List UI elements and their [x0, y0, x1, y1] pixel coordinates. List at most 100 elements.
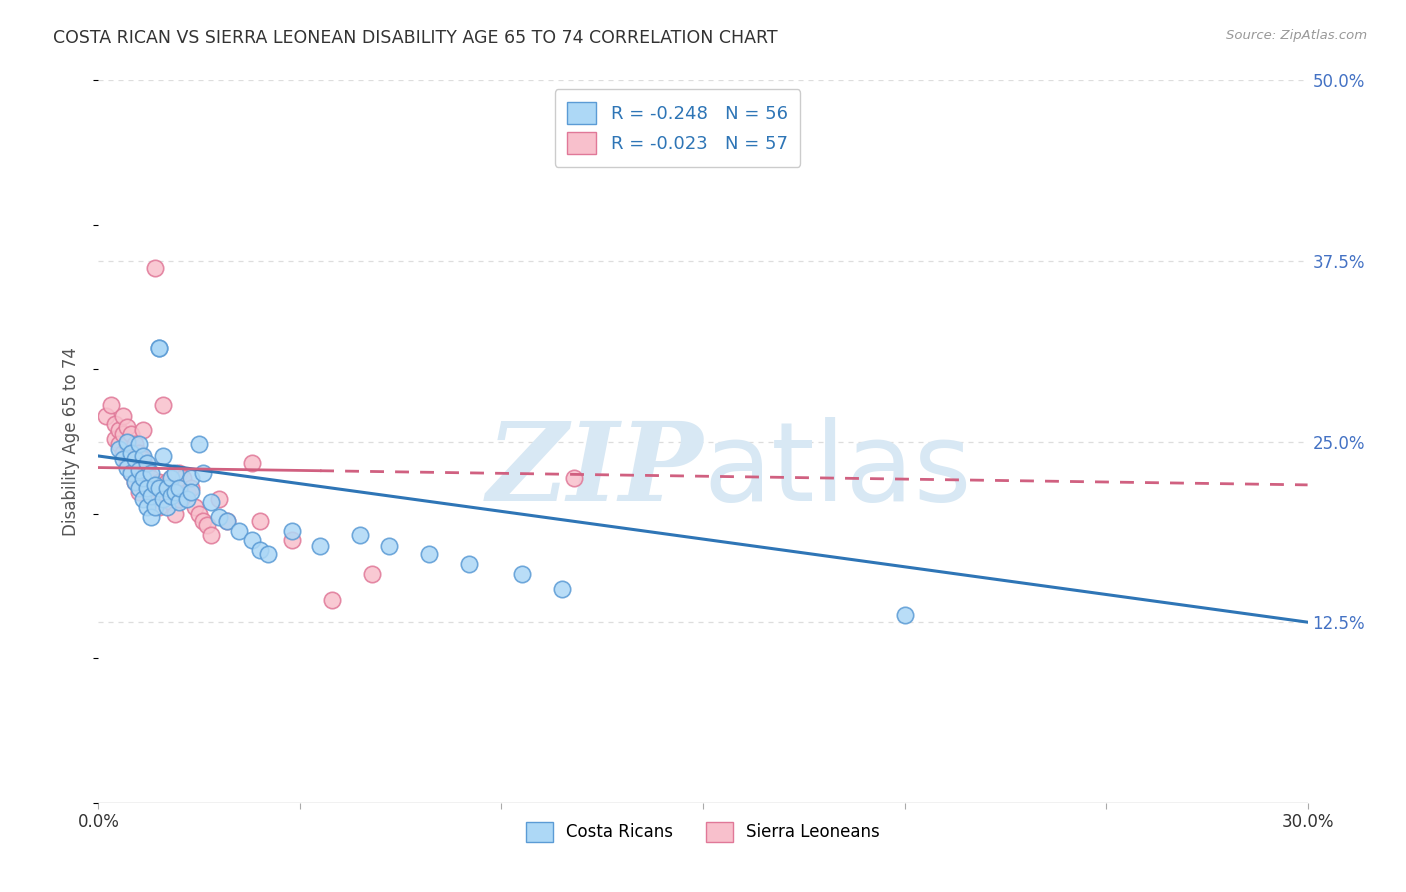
Point: [128, 467, 150, 481]
Point: [139, 492, 162, 507]
Point: [167, 481, 190, 495]
Point: [184, 500, 207, 514]
Point: [163, 467, 186, 481]
Point: [418, 547, 440, 561]
Point: [321, 593, 343, 607]
Point: [115, 460, 138, 475]
Point: [152, 485, 174, 500]
Point: [377, 539, 399, 553]
Point: [120, 446, 142, 460]
Point: [172, 470, 194, 484]
Point: [107, 442, 129, 456]
Text: atlas: atlas: [703, 417, 972, 524]
Point: [240, 533, 263, 547]
Point: [132, 492, 155, 507]
Point: [180, 485, 202, 500]
Point: [163, 485, 186, 500]
Text: Source: ZipAtlas.com: Source: ZipAtlas.com: [1226, 29, 1367, 43]
Point: [551, 582, 574, 596]
Point: [103, 432, 125, 446]
Point: [160, 495, 183, 509]
Point: [193, 467, 215, 481]
Point: [148, 341, 170, 355]
Point: [256, 547, 278, 561]
Point: [132, 451, 155, 466]
Point: [135, 460, 157, 475]
Point: [156, 481, 179, 495]
Point: [132, 449, 155, 463]
Point: [160, 470, 183, 484]
Point: [562, 470, 585, 484]
Point: [217, 514, 239, 528]
Point: [200, 495, 222, 509]
Point: [143, 481, 166, 495]
Point: [143, 261, 166, 276]
Point: [100, 398, 122, 412]
Point: [124, 475, 146, 489]
Point: [152, 492, 174, 507]
Point: [120, 446, 142, 460]
Point: [458, 558, 481, 572]
Point: [115, 434, 138, 449]
Point: [193, 514, 215, 528]
Point: [349, 528, 371, 542]
Point: [120, 467, 142, 481]
Point: [124, 437, 146, 451]
Point: [217, 514, 239, 528]
Point: [228, 524, 250, 538]
Point: [111, 409, 134, 423]
Point: [160, 490, 183, 504]
Point: [128, 481, 150, 495]
Point: [148, 475, 170, 489]
Point: [167, 467, 190, 481]
Point: [167, 492, 190, 507]
Point: [132, 470, 155, 484]
Point: [115, 456, 138, 470]
Legend: Costa Ricans, Sierra Leoneans: Costa Ricans, Sierra Leoneans: [519, 815, 887, 848]
Point: [96, 409, 118, 423]
Point: [135, 500, 157, 514]
Text: ZIP: ZIP: [486, 417, 703, 524]
Point: [128, 463, 150, 477]
Point: [135, 481, 157, 495]
Point: [361, 567, 384, 582]
Point: [152, 449, 174, 463]
Point: [156, 500, 179, 514]
Point: [128, 446, 150, 460]
Point: [120, 467, 142, 481]
Point: [111, 446, 134, 460]
Point: [180, 481, 202, 495]
Point: [180, 470, 202, 484]
Point: [111, 427, 134, 442]
Point: [128, 437, 150, 451]
Point: [176, 492, 198, 507]
Point: [115, 420, 138, 434]
Point: [281, 533, 304, 547]
Point: [124, 475, 146, 489]
Point: [139, 490, 162, 504]
Point: [172, 490, 194, 504]
Point: [139, 470, 162, 484]
Point: [167, 495, 190, 509]
Point: [148, 481, 170, 495]
Point: [135, 481, 157, 495]
Point: [249, 514, 271, 528]
Point: [135, 456, 157, 470]
Point: [143, 478, 166, 492]
Point: [143, 500, 166, 514]
Point: [139, 467, 162, 481]
Point: [139, 509, 162, 524]
Point: [132, 423, 155, 437]
Point: [208, 492, 231, 507]
Point: [240, 456, 263, 470]
Point: [893, 607, 915, 622]
Point: [309, 539, 332, 553]
Point: [148, 500, 170, 514]
Text: COSTA RICAN VS SIERRA LEONEAN DISABILITY AGE 65 TO 74 CORRELATION CHART: COSTA RICAN VS SIERRA LEONEAN DISABILITY…: [53, 29, 778, 47]
Point: [163, 485, 186, 500]
Point: [195, 518, 218, 533]
Point: [152, 398, 174, 412]
Point: [188, 437, 211, 451]
Point: [148, 341, 170, 355]
Point: [160, 470, 183, 484]
